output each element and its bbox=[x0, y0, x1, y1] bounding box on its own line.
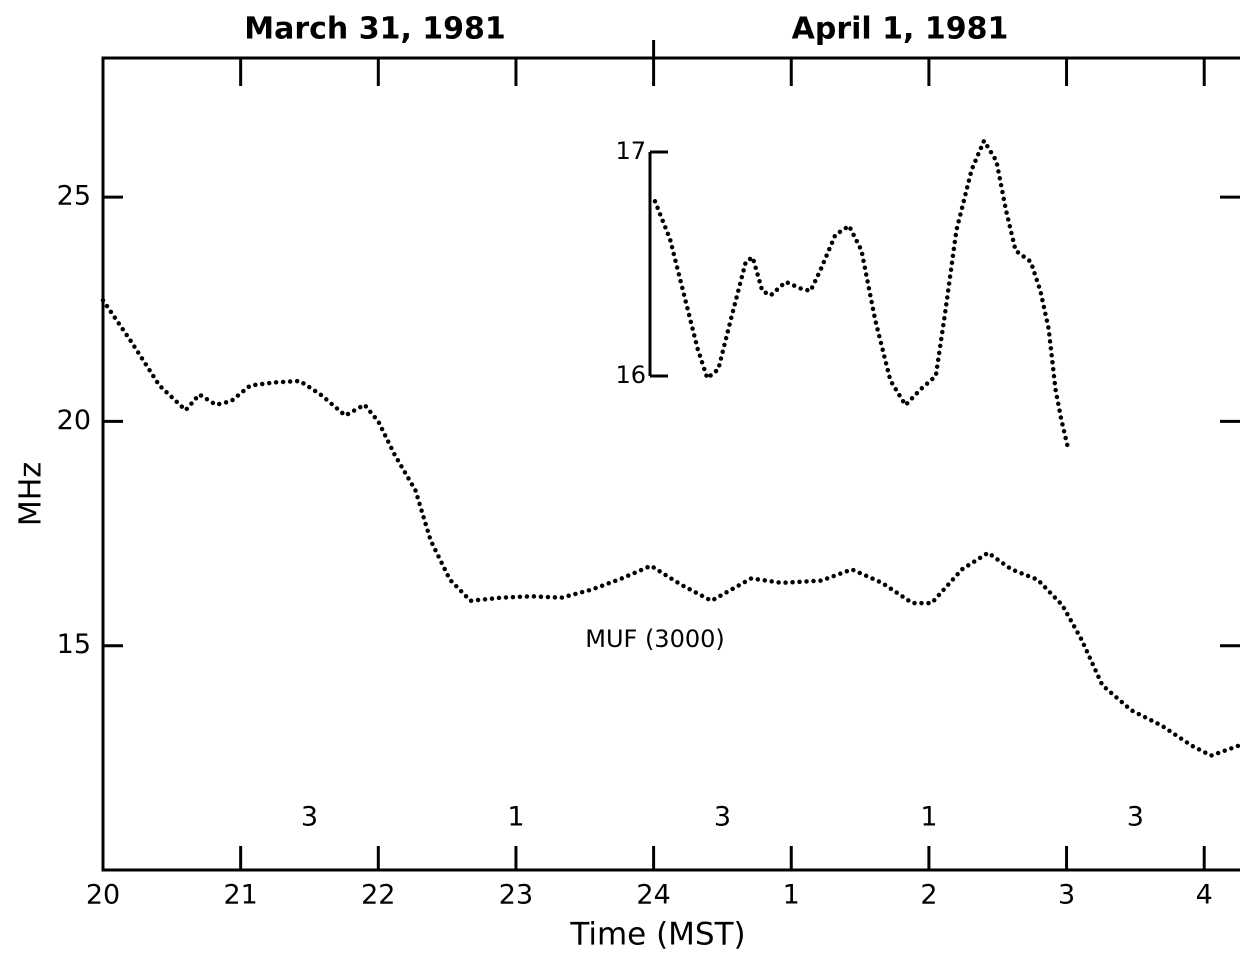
annotation: 1 bbox=[507, 802, 524, 833]
y-tick-label: 25 bbox=[57, 181, 91, 212]
annotation: 3 bbox=[714, 802, 731, 833]
plot-frame bbox=[101, 56, 1240, 872]
muf-line bbox=[100, 298, 1240, 759]
x-tick-label: 23 bbox=[499, 880, 533, 911]
x-tick-label: 20 bbox=[86, 880, 120, 911]
annotation: 3 bbox=[1127, 802, 1144, 833]
annotation: 3 bbox=[301, 802, 318, 833]
x-tick-label: 24 bbox=[636, 880, 670, 911]
y-tick-label: 20 bbox=[57, 405, 91, 436]
series-label: MUF (3000) bbox=[585, 625, 725, 653]
inset-y-tick-label: 16 bbox=[615, 361, 646, 389]
inset-y-tick-label: 17 bbox=[615, 137, 646, 165]
x-axis-label: Time (MST) bbox=[569, 917, 745, 953]
x-tick-label: 4 bbox=[1196, 880, 1213, 911]
y-axis-label: MHz bbox=[14, 462, 49, 526]
x-tick-label: 2 bbox=[920, 880, 937, 911]
annotation: 1 bbox=[920, 802, 937, 833]
date-label: March 31, 1981 bbox=[244, 12, 506, 47]
x-tick-label: 22 bbox=[361, 880, 395, 911]
y-tick-label: 15 bbox=[57, 629, 91, 660]
date-label: April 1, 1981 bbox=[792, 12, 1009, 47]
x-tick-label: 1 bbox=[783, 880, 800, 911]
inset-line bbox=[652, 135, 1071, 450]
x-tick-label: 3 bbox=[1058, 880, 1075, 911]
x-tick-label: 21 bbox=[223, 880, 257, 911]
